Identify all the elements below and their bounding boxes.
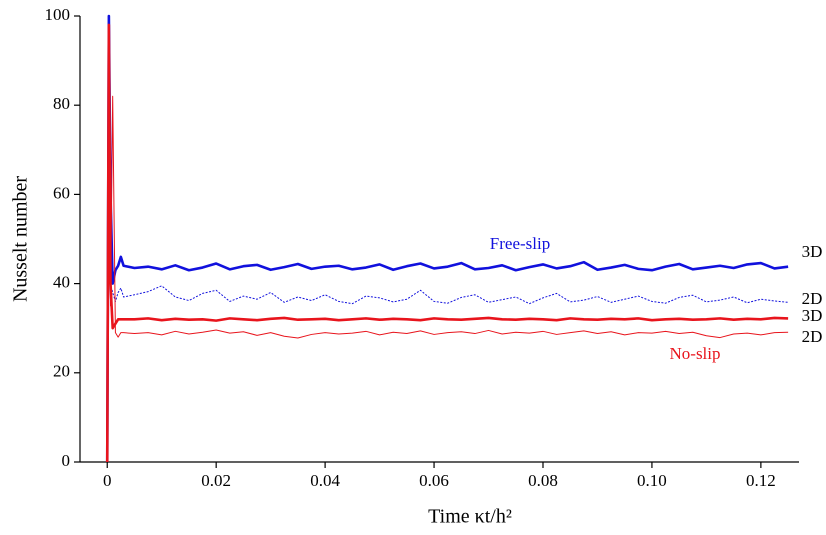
annotation: 2D bbox=[802, 327, 823, 346]
y-tick-label: 40 bbox=[53, 273, 70, 292]
y-tick-label: 0 bbox=[62, 451, 71, 470]
x-tick-label: 0.04 bbox=[310, 471, 340, 490]
y-tick-label: 60 bbox=[53, 183, 70, 202]
annotation: Free-slip bbox=[490, 234, 550, 253]
y-tick-label: 20 bbox=[53, 362, 70, 381]
x-tick-label: 0.10 bbox=[637, 471, 667, 490]
y-tick-label: 100 bbox=[45, 5, 71, 24]
x-tick-label: 0.06 bbox=[419, 471, 449, 490]
x-tick-label: 0.08 bbox=[528, 471, 558, 490]
annotation: No-slip bbox=[670, 344, 721, 363]
series-line bbox=[106, 37, 789, 463]
annotation: 3D bbox=[802, 306, 823, 325]
x-tick-label: 0.12 bbox=[746, 471, 776, 490]
x-tick-label: 0.02 bbox=[201, 471, 231, 490]
series-line bbox=[106, 82, 789, 463]
annotation: 3D bbox=[802, 242, 823, 261]
series-line bbox=[105, 14, 789, 463]
x-tick-label: 0 bbox=[103, 471, 112, 490]
annotation: 2D bbox=[802, 289, 823, 308]
x-axis-label: Time κt/h² bbox=[428, 506, 512, 528]
y-tick-label: 80 bbox=[53, 94, 70, 113]
series-line bbox=[105, 23, 789, 463]
y-axis-label: Nusselt number bbox=[10, 176, 32, 302]
